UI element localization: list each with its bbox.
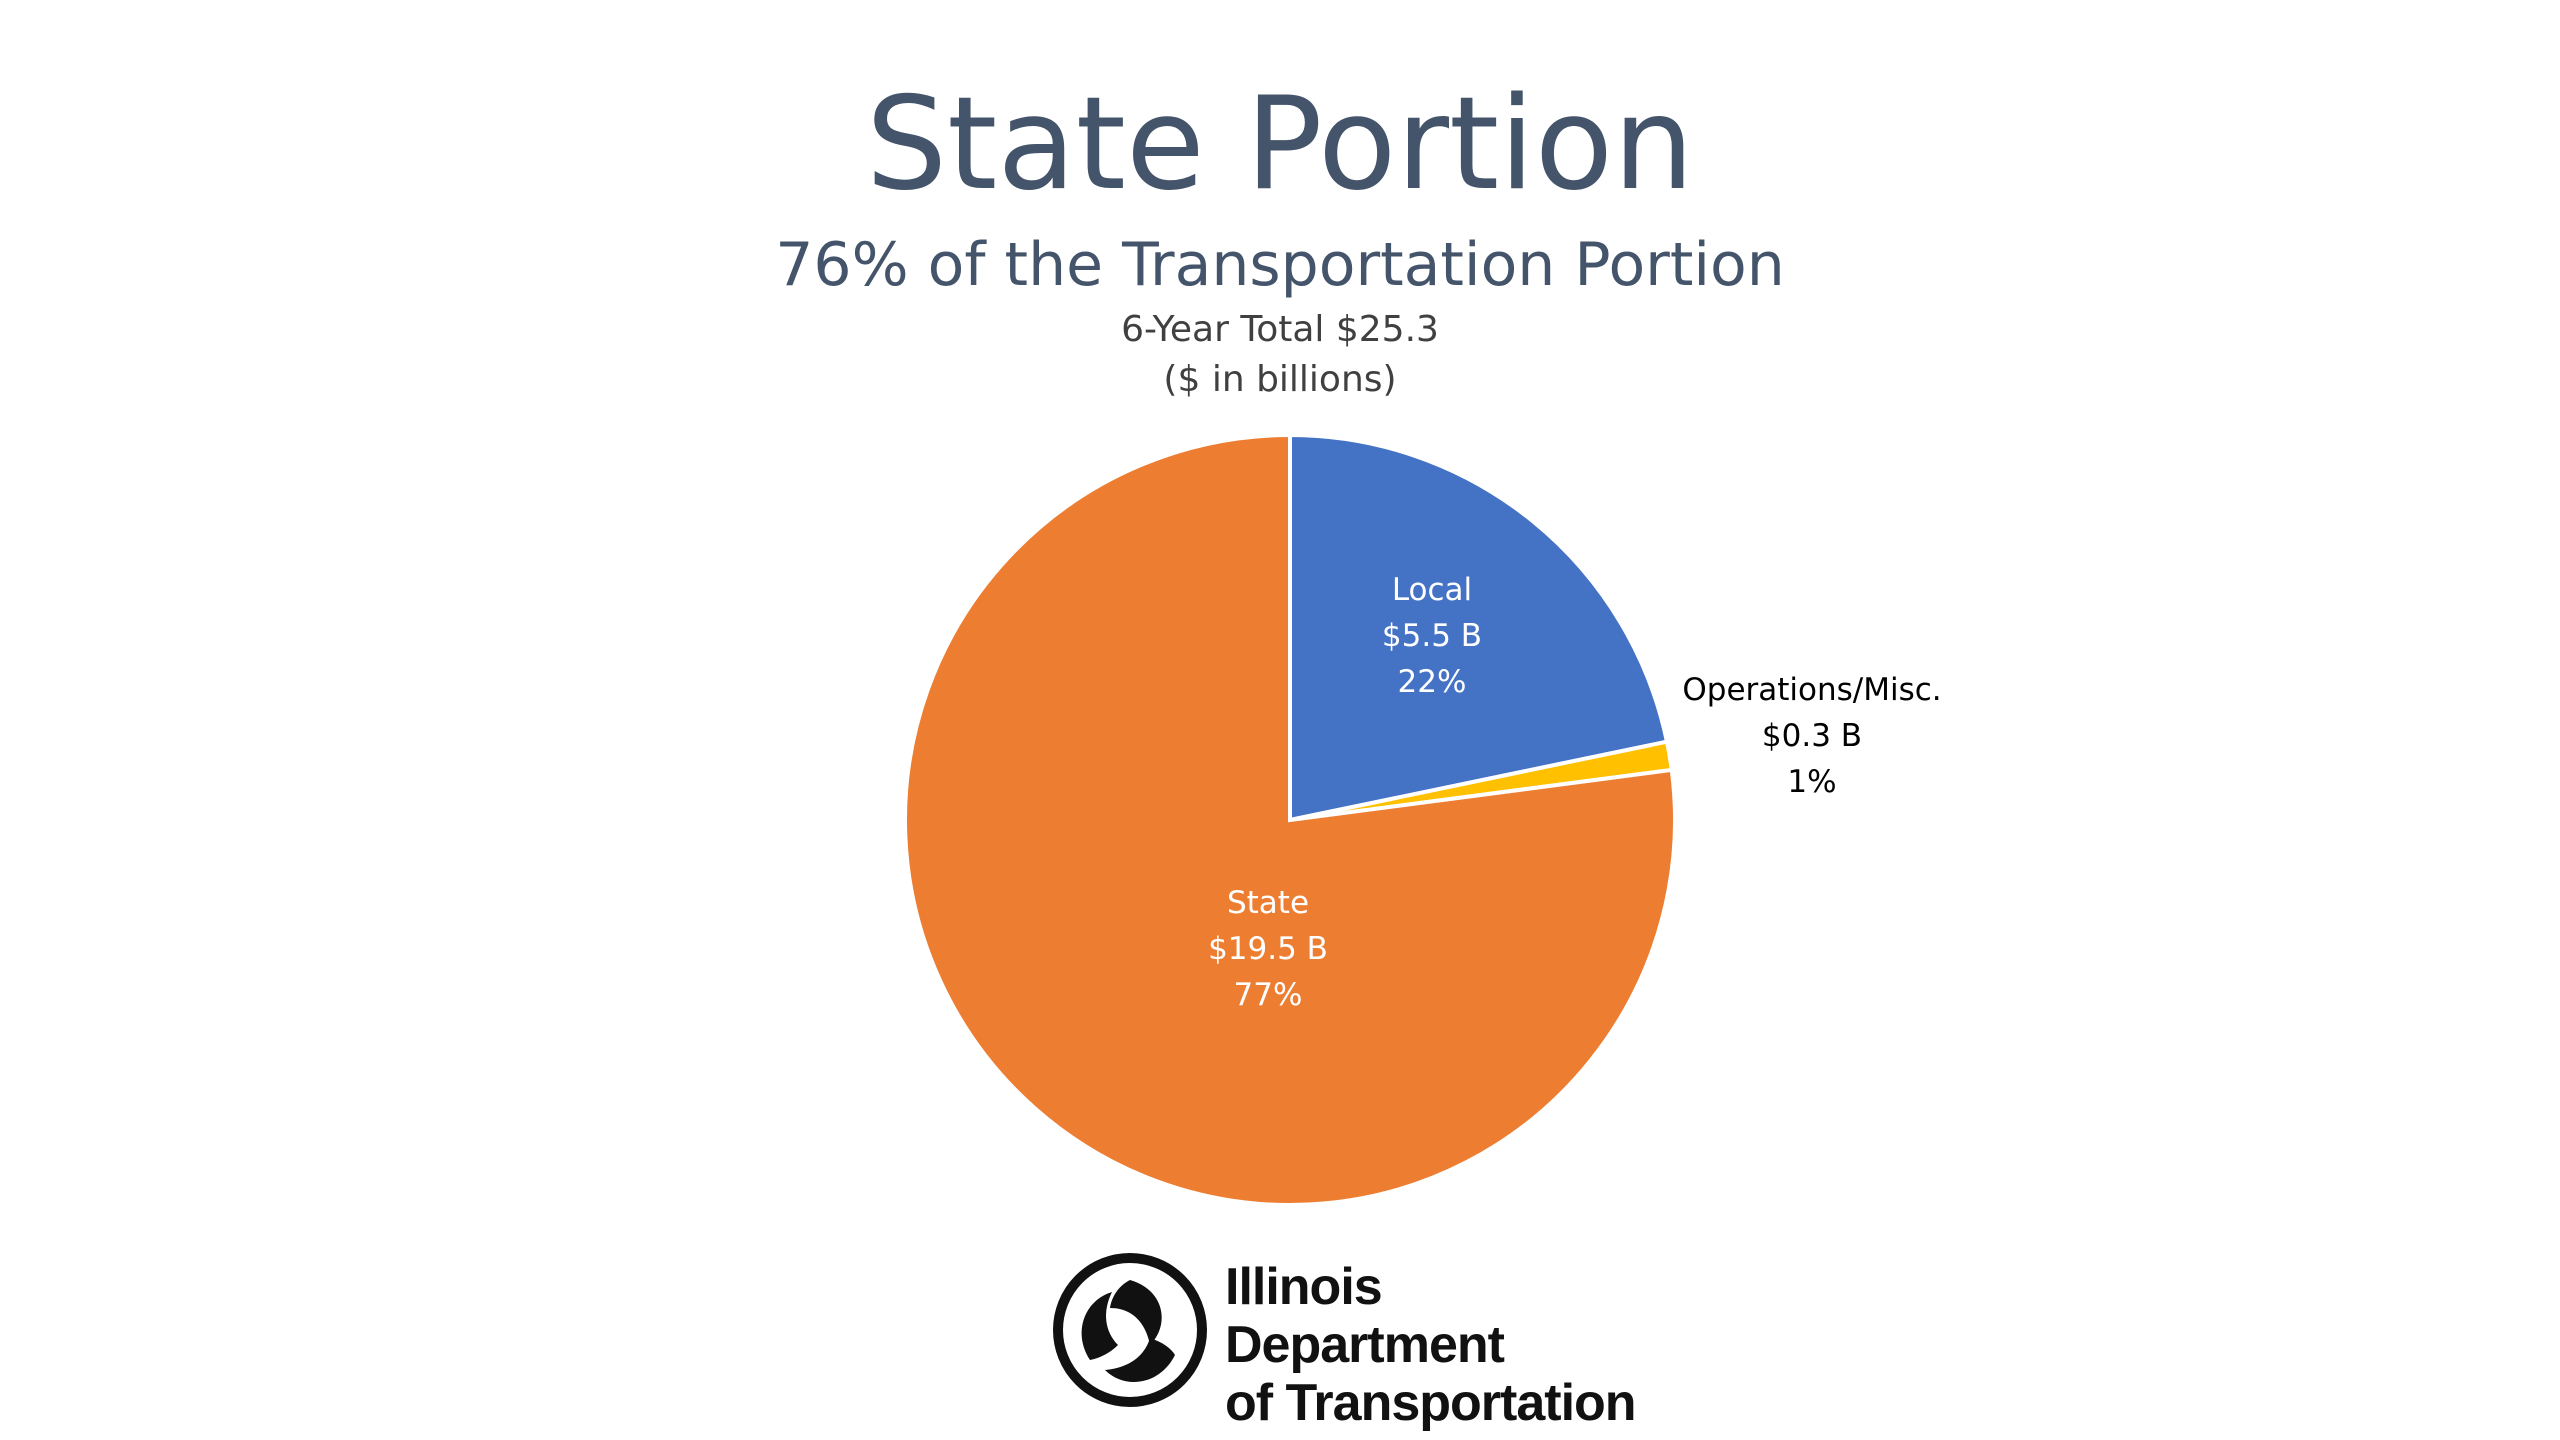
slide-title: State Portion xyxy=(865,70,1695,219)
logo-line1: Illinois Department xyxy=(1225,1258,1505,1374)
data-label-local: Local $5.5 B 22% xyxy=(1382,572,1482,700)
data-label-state-name: State xyxy=(1227,885,1309,921)
data-label-operations-misc-name: Operations/Misc. xyxy=(1682,672,1941,708)
data-label-local-name: Local xyxy=(1392,572,1472,608)
chart-title-line2: ($ in billions) xyxy=(1163,359,1397,400)
pie-slice-state xyxy=(903,432,1677,1207)
pie-slice-local xyxy=(1288,432,1670,823)
data-label-operations-misc: Operations/Misc. $0.3 B 1% xyxy=(1682,672,1941,800)
idot-tri-swirl-logo-icon xyxy=(1053,1253,1207,1407)
logo-line2: of Transportation xyxy=(1225,1374,1637,1432)
logo-text: Illinois Department of Transportation xyxy=(1225,1258,1670,1432)
data-label-state-value: $19.5 B xyxy=(1208,931,1328,967)
data-label-operations-misc-percent: 1% xyxy=(1787,764,1836,800)
data-label-operations-misc-value: $0.3 B xyxy=(1762,718,1862,754)
slide-subtitle: 76% of the Transportation Portion xyxy=(775,230,1785,300)
data-label-local-value: $5.5 B xyxy=(1382,618,1482,654)
idot-logo: Illinois Department of Transportation xyxy=(1050,1250,1670,1432)
data-label-local-percent: 22% xyxy=(1398,664,1467,700)
chart-title: 6-Year Total $25.3 ($ in billions) xyxy=(0,305,2560,405)
data-label-state-percent: 77% xyxy=(1234,977,1303,1013)
chart-title-line1: 6-Year Total $25.3 xyxy=(1121,309,1439,350)
data-label-state: State $19.5 B 77% xyxy=(1208,885,1328,1013)
